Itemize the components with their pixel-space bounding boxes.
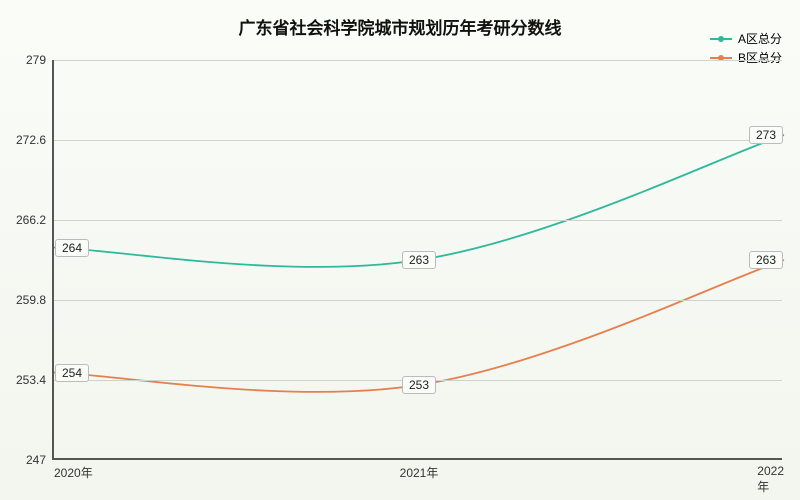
gridline (54, 60, 782, 61)
series-line (54, 260, 784, 392)
data-label: 254 (55, 364, 89, 382)
x-tick-label: 2020年 (54, 458, 93, 481)
y-tick-label: 259.8 (16, 293, 54, 307)
y-tick-label: 272.6 (16, 133, 54, 147)
series-line (54, 135, 784, 267)
legend-label-a: A区总分 (738, 30, 782, 47)
legend-swatch-b (710, 57, 732, 59)
y-tick-label: 247 (26, 453, 54, 467)
data-label: 253 (402, 376, 436, 394)
chart-title: 广东省社会科学院城市规划历年考研分数线 (0, 14, 800, 39)
data-label: 264 (55, 239, 89, 257)
data-label: 273 (749, 126, 783, 144)
y-tick-label: 253.4 (16, 373, 54, 387)
y-tick-label: 266.2 (16, 213, 54, 227)
gridline (54, 220, 782, 221)
y-tick-label: 279 (26, 53, 54, 67)
chart-container: 广东省社会科学院城市规划历年考研分数线 A区总分 B区总分 247253.425… (0, 0, 800, 500)
plot-area: 247253.4259.8266.2272.62792020年2021年2022… (52, 60, 782, 460)
data-label: 263 (749, 251, 783, 269)
x-tick-label: 2022年 (757, 458, 784, 495)
data-label: 263 (402, 251, 436, 269)
gridline (54, 300, 782, 301)
gridline (54, 140, 782, 141)
legend-item-a: A区总分 (710, 30, 782, 47)
legend-swatch-a (710, 38, 732, 40)
x-tick-label: 2021年 (400, 458, 439, 481)
